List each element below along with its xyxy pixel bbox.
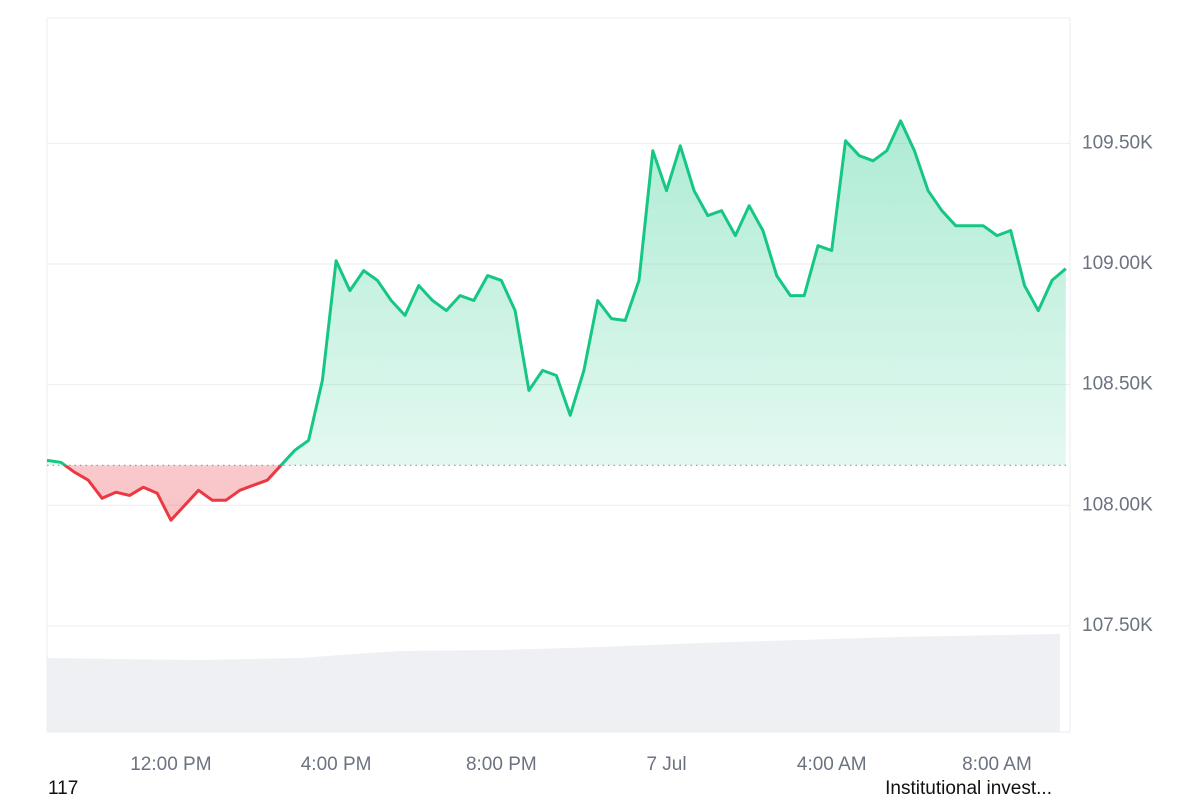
area-above xyxy=(47,120,1066,466)
x-tick-label: 7 Jul xyxy=(646,754,686,775)
y-tick-label: 108.00K xyxy=(1082,494,1153,515)
x-tick-label: 12:00 PM xyxy=(130,754,211,775)
y-tick-label: 107.50K xyxy=(1082,615,1153,636)
x-tick-label: 4:00 PM xyxy=(301,754,372,775)
footer-right: Institutional invest... xyxy=(885,778,1052,799)
x-tick-label: 4:00 AM xyxy=(797,754,867,775)
line-above xyxy=(46,119,1067,466)
area-below xyxy=(47,465,1066,521)
line-below xyxy=(62,465,284,522)
footer-left: 117 xyxy=(48,778,78,799)
y-tick-label: 109.00K xyxy=(1082,253,1153,274)
x-tick-label: 8:00 AM xyxy=(962,754,1032,775)
y-tick-label: 108.50K xyxy=(1082,374,1153,395)
y-tick-label: 109.50K xyxy=(1082,132,1153,153)
x-tick-label: 8:00 PM xyxy=(466,754,537,775)
volume-area xyxy=(47,634,1060,732)
